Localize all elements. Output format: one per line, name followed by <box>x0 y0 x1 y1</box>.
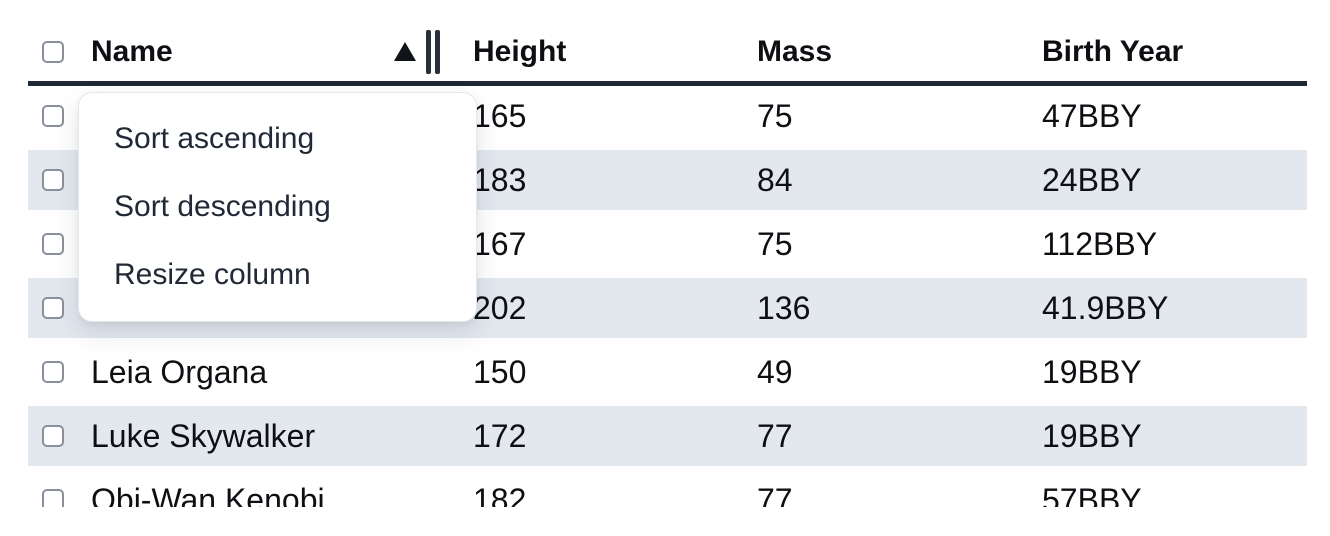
cell-mass: 49 <box>757 353 793 390</box>
row-checkbox[interactable] <box>42 105 64 127</box>
column-header-birth-year[interactable]: Birth Year <box>1026 35 1307 69</box>
row-checkbox[interactable] <box>42 233 64 255</box>
table-header-row: Name Height Mass Birth Year <box>28 22 1307 86</box>
column-resize-handle-icon[interactable] <box>426 29 440 74</box>
column-header-height-label: Height <box>473 34 567 68</box>
row-checkbox-cell <box>28 489 76 507</box>
row-checkbox[interactable] <box>42 489 64 507</box>
cell-height: 183 <box>473 161 527 198</box>
cell-mass: 136 <box>757 289 811 326</box>
cell-mass: 75 <box>757 97 793 134</box>
column-header-mass-label: Mass <box>757 34 833 68</box>
row-checkbox-cell <box>28 297 76 319</box>
column-header-height[interactable]: Height <box>457 35 741 69</box>
cell-birth-year: 41.9BBY <box>1042 289 1169 326</box>
row-checkbox[interactable] <box>42 169 64 191</box>
row-checkbox[interactable] <box>42 361 64 383</box>
row-checkbox-cell <box>28 425 76 447</box>
cell-height: 150 <box>473 353 527 390</box>
cell-name: Obi-Wan Kenobi <box>91 481 325 508</box>
cell-birth-year: 57BBY <box>1042 481 1142 508</box>
column-header-birth-year-label: Birth Year <box>1042 34 1184 68</box>
row-checkbox-cell <box>28 169 76 191</box>
row-checkbox[interactable] <box>42 297 64 319</box>
cell-birth-year: 24BBY <box>1042 161 1142 198</box>
cell-mass: 77 <box>757 417 793 454</box>
cell-name: Leia Organa <box>91 353 268 390</box>
sort-ascending-icon[interactable] <box>394 42 416 61</box>
cell-name: Luke Skywalker <box>91 417 316 454</box>
table-row: Leia Organa 150 49 19BBY <box>28 342 1307 406</box>
cell-birth-year: 19BBY <box>1042 353 1142 390</box>
table-row: Luke Skywalker 172 77 19BBY <box>28 406 1307 470</box>
cell-height: 202 <box>473 289 527 326</box>
cell-birth-year: 112BBY <box>1042 225 1158 262</box>
context-menu-item[interactable]: Sort ascending <box>114 122 315 155</box>
cell-mass: 77 <box>757 481 793 508</box>
context-menu-item[interactable]: Resize column <box>114 258 311 291</box>
cell-birth-year: 47BBY <box>1042 97 1142 134</box>
table-row: Obi-Wan Kenobi 182 77 57BBY <box>28 470 1307 507</box>
row-checkbox-cell <box>28 233 76 255</box>
cell-height: 165 <box>473 97 527 134</box>
column-header-name-label: Name <box>91 34 173 68</box>
cell-height: 182 <box>473 481 527 508</box>
header-checkbox-cell <box>28 40 76 63</box>
row-checkbox-cell <box>28 105 76 127</box>
cell-mass: 75 <box>757 225 793 262</box>
row-checkbox[interactable] <box>42 425 64 447</box>
column-header-mass[interactable]: Mass <box>741 35 1026 69</box>
cell-mass: 84 <box>757 161 793 198</box>
column-context-menu: Sort ascending Sort descending Resize co… <box>78 92 477 322</box>
row-checkbox-cell <box>28 361 76 383</box>
cell-height: 172 <box>473 417 527 454</box>
select-all-checkbox[interactable] <box>42 40 64 63</box>
cell-birth-year: 19BBY <box>1042 417 1142 454</box>
column-header-name[interactable]: Name <box>76 22 457 81</box>
cell-height: 167 <box>473 225 527 262</box>
context-menu-item[interactable]: Sort descending <box>114 190 331 223</box>
